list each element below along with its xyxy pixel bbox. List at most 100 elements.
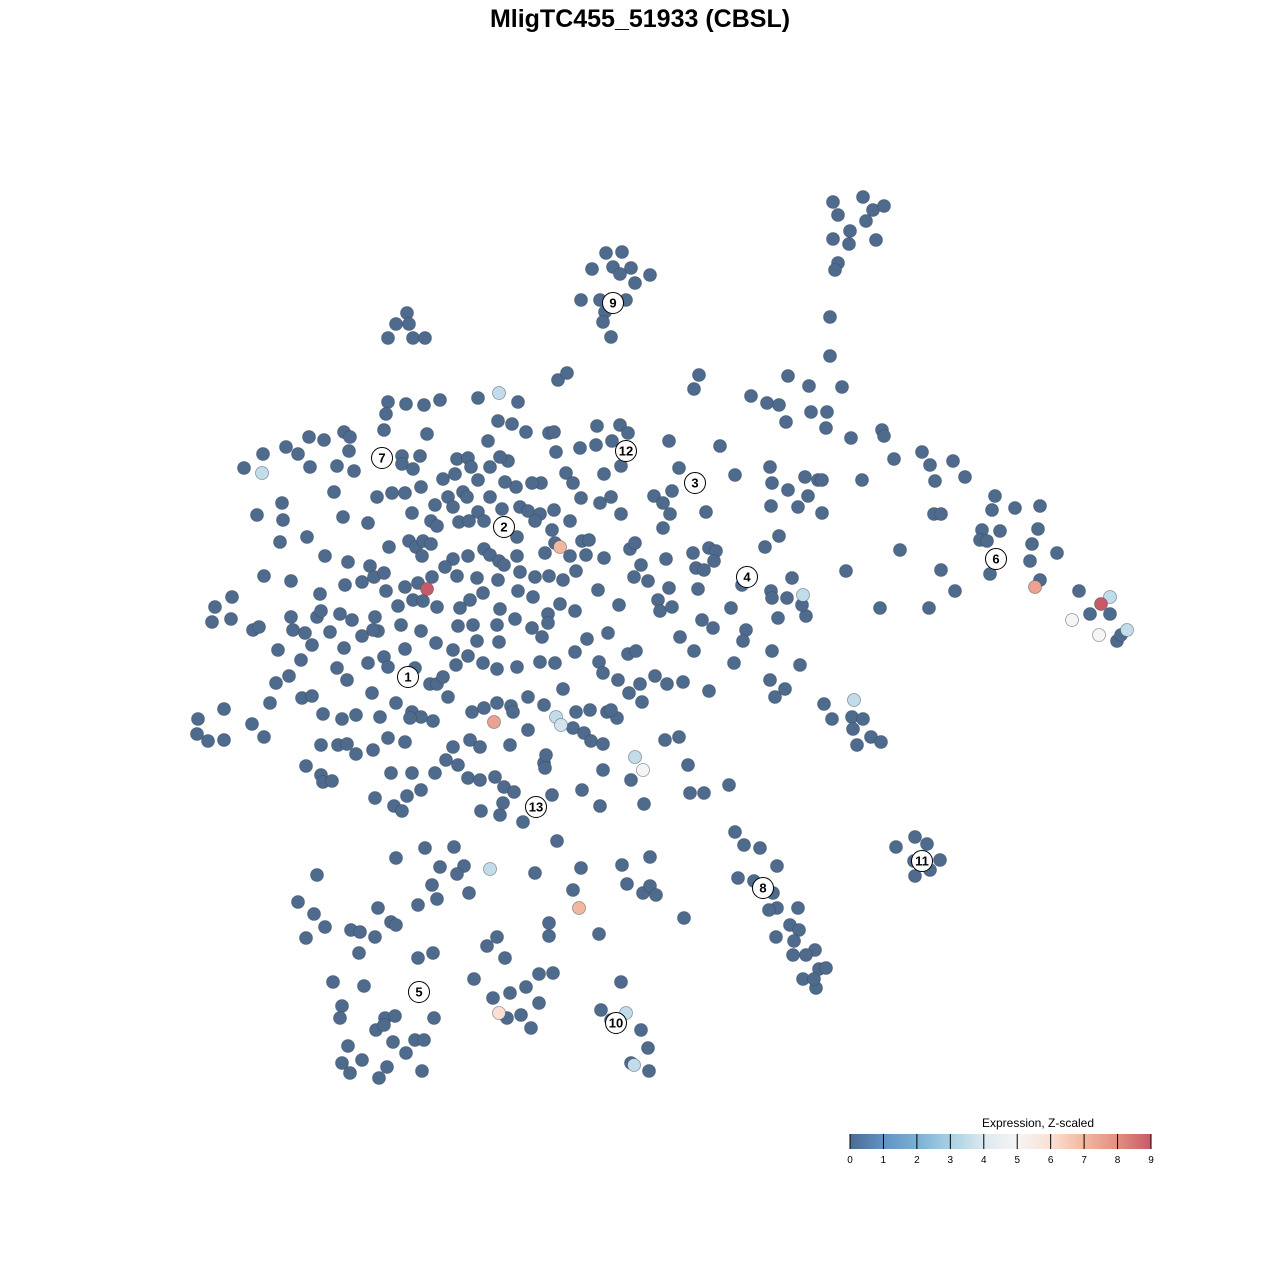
data-point — [826, 232, 840, 246]
data-point — [205, 615, 219, 629]
data-point — [418, 331, 432, 345]
data-point — [528, 570, 542, 584]
data-point — [873, 601, 887, 615]
data-point — [563, 514, 577, 528]
data-point — [488, 770, 502, 784]
data-point — [425, 878, 439, 892]
data-point — [934, 563, 948, 577]
data-point — [546, 966, 560, 980]
data-point-expressed — [487, 715, 501, 729]
data-point — [430, 600, 444, 614]
data-point — [731, 871, 745, 885]
data-point — [330, 661, 344, 675]
data-point-expressed — [483, 862, 497, 876]
data-point — [395, 804, 409, 818]
data-point — [547, 503, 561, 517]
data-point — [411, 898, 425, 912]
data-point — [590, 419, 604, 433]
data-point — [463, 733, 477, 747]
data-point — [357, 979, 371, 993]
data-point — [825, 712, 839, 726]
cluster-label-5: 5 — [408, 981, 430, 1003]
data-point — [380, 1060, 394, 1074]
data-point — [713, 439, 727, 453]
data-point — [856, 190, 870, 204]
data-point — [993, 524, 1007, 538]
data-point — [568, 645, 582, 659]
data-point — [727, 656, 741, 670]
data-point — [302, 430, 316, 444]
data-point-expressed — [796, 588, 810, 602]
data-point — [490, 618, 504, 632]
data-point — [273, 535, 287, 549]
data-point — [575, 783, 589, 797]
data-point — [592, 927, 606, 941]
data-point — [417, 1033, 431, 1047]
data-point — [336, 510, 350, 524]
cluster-label-10: 10 — [605, 1012, 627, 1034]
data-point — [908, 830, 922, 844]
data-point — [695, 613, 709, 627]
data-point — [815, 473, 829, 487]
data-point — [225, 590, 239, 604]
data-point — [681, 758, 695, 772]
data-point — [305, 689, 319, 703]
data-point-expressed — [1065, 613, 1079, 627]
data-point — [492, 635, 506, 649]
data-point — [923, 458, 937, 472]
data-point — [846, 722, 860, 736]
data-point — [299, 759, 313, 773]
data-point — [542, 916, 556, 930]
cluster-label-text: 13 — [529, 800, 543, 815]
data-point — [503, 986, 517, 1000]
data-point — [615, 858, 629, 872]
data-point — [778, 682, 792, 696]
data-point — [889, 840, 903, 854]
data-point — [660, 677, 674, 691]
cluster-label-circle — [985, 548, 1007, 570]
data-point — [352, 946, 366, 960]
data-point — [449, 658, 463, 672]
data-point — [628, 276, 642, 290]
data-point — [579, 548, 593, 562]
data-point — [574, 861, 588, 875]
cluster-label-6: 6 — [985, 548, 1007, 570]
data-point — [1025, 537, 1039, 551]
data-point — [507, 785, 521, 799]
data-point — [473, 773, 487, 787]
data-point — [337, 641, 351, 655]
data-point — [224, 612, 238, 626]
data-point — [665, 600, 679, 614]
data-point — [772, 529, 786, 543]
data-point-expressed — [636, 763, 650, 777]
data-point — [493, 602, 507, 616]
data-point — [545, 788, 559, 802]
data-point — [791, 500, 805, 514]
data-point — [804, 405, 818, 419]
data-point — [425, 570, 439, 584]
data-point — [649, 888, 663, 902]
data-point — [807, 972, 821, 986]
data-point — [340, 673, 354, 687]
data-point — [316, 707, 330, 721]
data-point — [361, 656, 375, 670]
data-point — [765, 476, 779, 490]
data-point — [486, 991, 500, 1005]
data-point — [692, 368, 706, 382]
data-point — [568, 604, 582, 618]
data-point — [335, 999, 349, 1013]
data-point — [490, 930, 504, 944]
data-point — [525, 476, 539, 490]
data-point — [370, 490, 384, 504]
data-point — [1033, 499, 1047, 513]
data-point — [343, 1066, 357, 1080]
data-point — [815, 506, 829, 520]
data-point — [922, 601, 936, 615]
data-point — [934, 507, 948, 521]
cluster-label-9: 9 — [602, 292, 624, 314]
data-point — [462, 514, 476, 528]
data-point — [389, 317, 403, 331]
cluster-label-circle — [736, 566, 758, 588]
data-point — [663, 507, 677, 521]
legend-tick-label: 4 — [981, 1155, 987, 1166]
